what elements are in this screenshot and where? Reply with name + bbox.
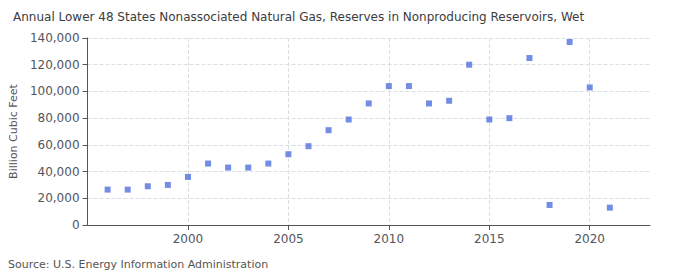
svg-text:2010: 2010 (374, 232, 405, 246)
svg-text:140,000: 140,000 (30, 31, 80, 45)
svg-text:0: 0 (72, 218, 80, 232)
svg-text:Annual Lower 48 States Nonasso: Annual Lower 48 States Nonassociated Nat… (13, 10, 584, 24)
svg-text:2015: 2015 (474, 232, 505, 246)
svg-text:80,000: 80,000 (38, 111, 80, 125)
svg-text:120,000: 120,000 (30, 58, 80, 72)
svg-text:2020: 2020 (574, 232, 605, 246)
svg-text:Billion Cubic Feet: Billion Cubic Feet (7, 83, 20, 178)
svg-text:60,000: 60,000 (38, 138, 80, 152)
svg-text:20,000: 20,000 (38, 191, 80, 205)
svg-text:100,000: 100,000 (30, 84, 80, 98)
svg-text:2005: 2005 (273, 232, 304, 246)
svg-text:40,000: 40,000 (38, 165, 80, 179)
svg-text:Source: U.S. Energy Informatio: Source: U.S. Energy Information Administ… (8, 258, 268, 271)
svg-text:2000: 2000 (173, 232, 204, 246)
